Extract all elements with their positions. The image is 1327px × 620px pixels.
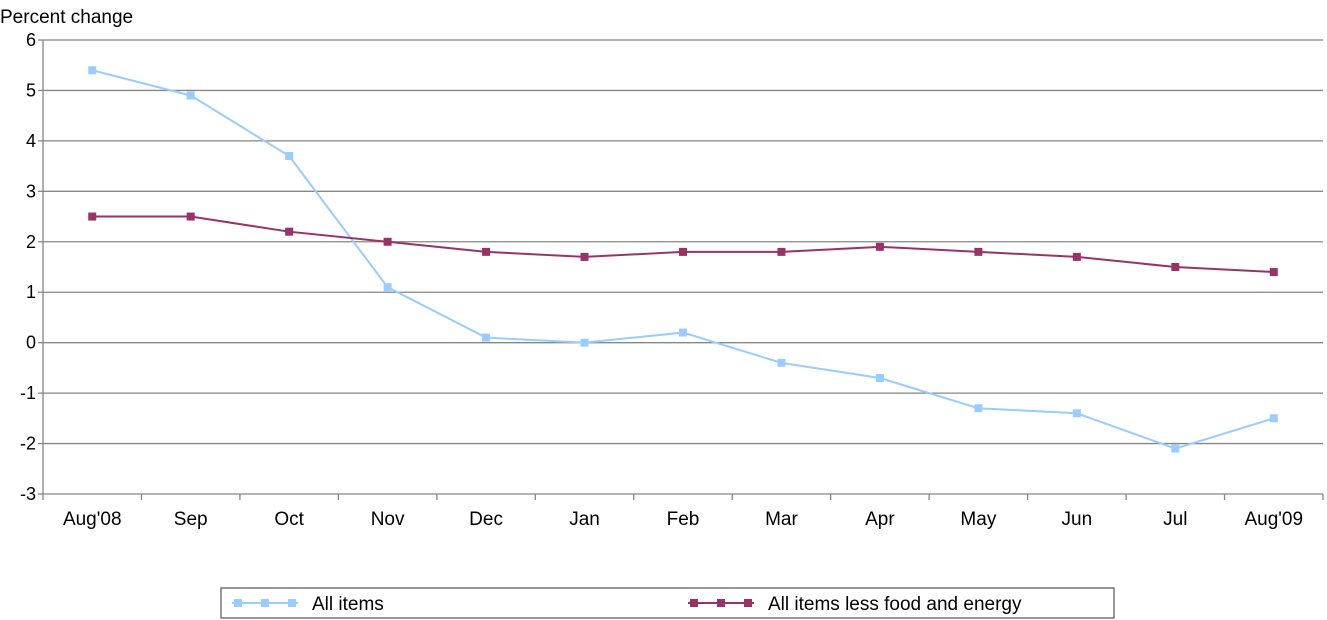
- y-tick-label: -3: [20, 484, 36, 504]
- y-tick-label: 3: [26, 181, 36, 201]
- x-tick-label: Jul: [1163, 509, 1187, 530]
- data-point: [285, 152, 294, 161]
- legend-swatch-marker: [717, 599, 725, 607]
- legend-box: [220, 587, 1115, 619]
- x-tick-label: Aug'08: [63, 509, 122, 530]
- data-point: [875, 242, 884, 251]
- gridlines: [43, 39, 1323, 445]
- series-line: [92, 215, 1274, 274]
- legend-label: All items less food and energy: [768, 594, 1022, 615]
- x-tick-label: Jun: [1062, 509, 1093, 530]
- y-tick-label: -1: [20, 383, 36, 403]
- data-point: [679, 247, 687, 256]
- x-tick-labels: Aug'08 Sep Oct Nov Dec Jan Feb Mar Apr May Jun Jul A…: [63, 509, 1303, 530]
- data-point: [383, 237, 392, 246]
- data-point: [285, 227, 294, 236]
- data-point: [875, 373, 884, 382]
- axes: [38, 39, 1324, 500]
- x-tick-label: Oct: [274, 509, 304, 530]
- data-point: [1171, 263, 1180, 271]
- x-tick-label: Sep: [174, 509, 208, 530]
- data-point: [482, 247, 491, 256]
- data-point: [580, 338, 589, 347]
- data-point: [974, 247, 983, 256]
- data-point: [679, 328, 687, 337]
- legend-swatch-marker: [288, 599, 296, 607]
- x-tick-label: Nov: [371, 509, 405, 530]
- x-tick-label: Aug'09: [1244, 509, 1303, 530]
- y-tick-label: 1: [26, 282, 36, 302]
- y-tick-label: 0: [26, 333, 36, 353]
- data-point: [777, 247, 786, 256]
- x-tick-label: Feb: [667, 509, 700, 530]
- data-point: [1269, 268, 1278, 277]
- data-point: [580, 252, 589, 261]
- data-point: [1072, 409, 1081, 418]
- legend-swatch-marker: [744, 599, 752, 607]
- y-tick-labels: 6 5 4 3 2 1 0 -1 -2 -3: [20, 30, 36, 504]
- y-tick-label: 2: [26, 232, 36, 252]
- legend-swatch-marker: [261, 599, 269, 607]
- x-tick-label: Mar: [765, 509, 798, 530]
- legend-swatch-marker: [690, 599, 698, 607]
- legend-swatch-marker: [234, 599, 242, 607]
- data-point: [1171, 444, 1180, 453]
- x-tick-label: Apr: [865, 509, 895, 530]
- y-tick-label: -2: [20, 434, 36, 454]
- data-point: [974, 404, 983, 413]
- data-point: [482, 333, 491, 342]
- data-point: [186, 212, 195, 221]
- x-tick-label: Dec: [469, 509, 503, 530]
- data-point: [88, 212, 97, 221]
- y-tick-label: 4: [26, 131, 36, 151]
- data-point: [383, 283, 392, 292]
- data-point: [88, 66, 97, 75]
- series-1: [88, 66, 1278, 453]
- legend: All items All items less food and energy: [220, 587, 1115, 619]
- x-tick-label: Jan: [569, 509, 600, 530]
- data-point: [186, 91, 195, 100]
- y-tick-label: 6: [26, 30, 36, 50]
- data-point: [1269, 414, 1278, 423]
- data-point: [777, 358, 786, 367]
- series-group: [88, 66, 1278, 453]
- y-tick-label: 5: [26, 80, 36, 100]
- y-axis-title: Percent change: [0, 7, 133, 28]
- legend-label: All items: [312, 594, 384, 615]
- data-point: [1072, 252, 1081, 261]
- x-tick-label: May: [960, 509, 996, 530]
- series-2: [88, 212, 1278, 277]
